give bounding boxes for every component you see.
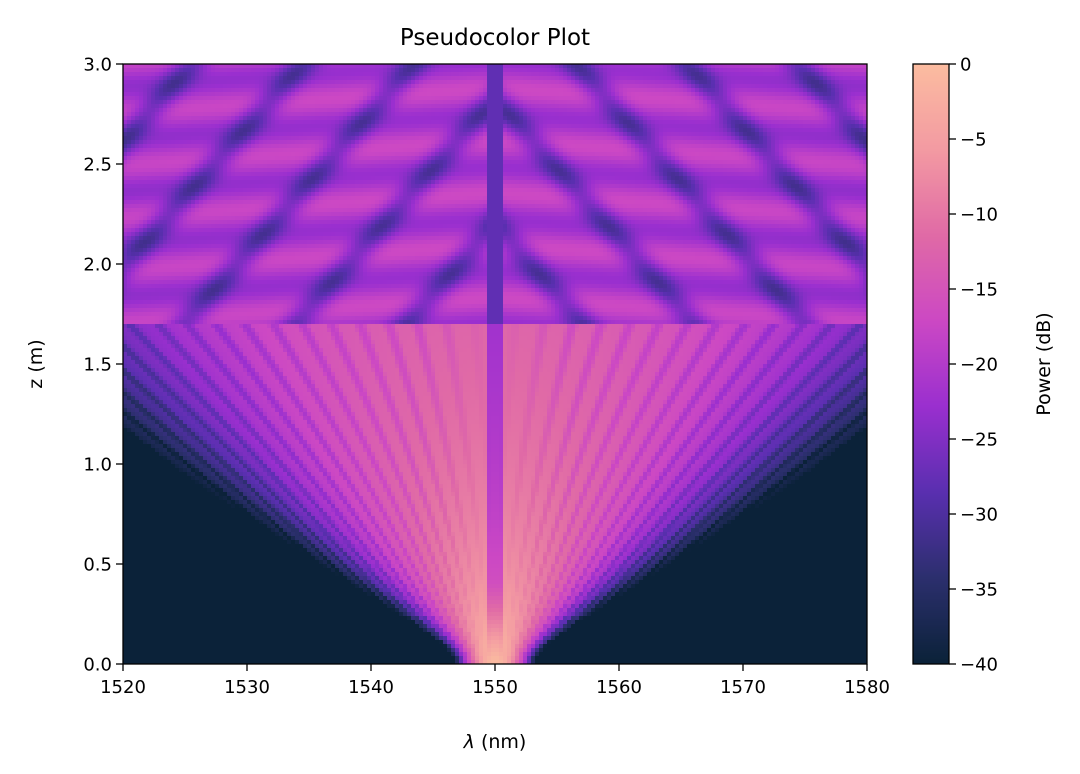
colorbar-tick-label: −35	[960, 580, 998, 601]
colorbar-tick-label: −20	[960, 355, 998, 376]
x-tick-label: 1540	[348, 677, 394, 698]
colorbar-frame	[912, 63, 950, 665]
x-axis-label: λ (nm)	[463, 731, 527, 753]
y-axis-label: z (m)	[25, 339, 47, 388]
x-tick-label: 1550	[472, 677, 518, 698]
colorbar-tick-label: −40	[960, 655, 998, 676]
y-tick-label: 0.0	[83, 655, 112, 676]
y-tick-label: 1.0	[83, 455, 112, 476]
plot-frame	[122, 63, 868, 665]
x-tick-label: 1580	[844, 677, 890, 698]
y-tick-label: 3.0	[83, 55, 112, 76]
y-tick-label: 0.5	[83, 555, 112, 576]
y-tick-label: 1.5	[83, 355, 112, 376]
x-tick-label: 1560	[596, 677, 642, 698]
x-tick-label: 1570	[720, 677, 766, 698]
x-axis-symbol: λ	[463, 731, 475, 753]
x-tick-label: 1530	[224, 677, 270, 698]
y-tick-label: 2.5	[83, 155, 112, 176]
x-axis: 1520 1530 1540 1550 1560 1570 1580	[100, 664, 890, 698]
colorbar-label: Power (dB)	[1033, 312, 1055, 415]
colorbar-tick-label: −30	[960, 505, 998, 526]
x-axis-unit: (nm)	[481, 731, 526, 753]
colorbar-axis: 0 −5 −10 −15 −20 −25 −30 −35 −40	[949, 55, 998, 676]
y-axis: 0.0 0.5 1.0 1.5 2.0 2.5 3.0	[83, 55, 123, 676]
colorbar-tick-label: 0	[960, 55, 971, 76]
heatmap-image	[123, 64, 867, 664]
colorbar-tick-label: −10	[960, 205, 998, 226]
chart-title: Pseudocolor Plot	[400, 25, 590, 51]
colorbar-tick-label: −15	[960, 280, 998, 301]
colorbar-gradient	[913, 64, 949, 664]
x-tick-label: 1520	[100, 677, 146, 698]
y-tick-label: 2.0	[83, 255, 112, 276]
colorbar-tick-label: −5	[960, 130, 987, 151]
colorbar-tick-label: −25	[960, 430, 998, 451]
